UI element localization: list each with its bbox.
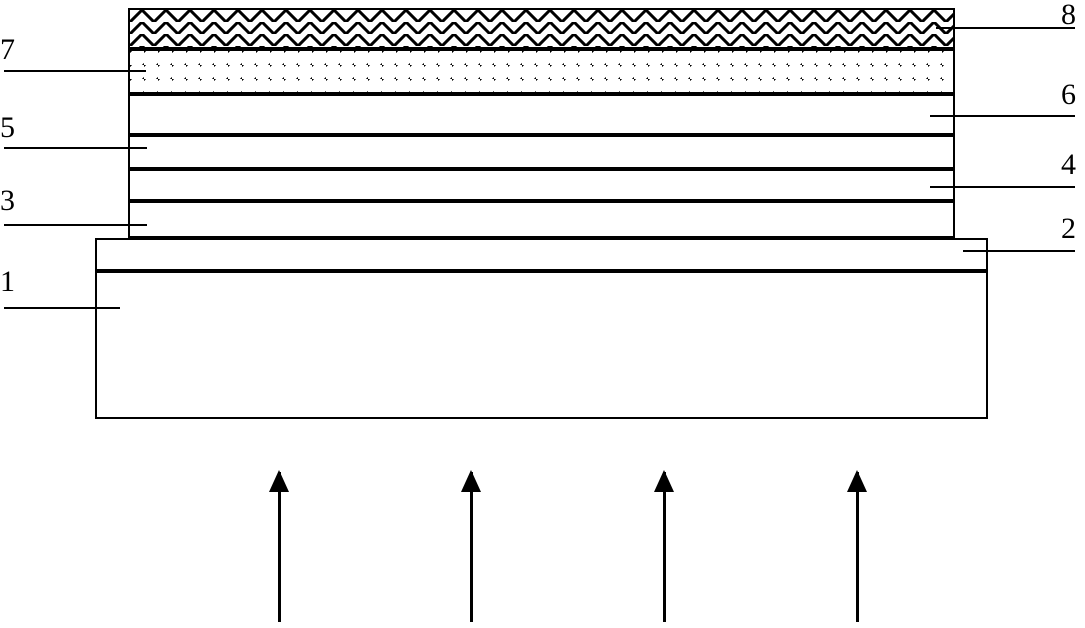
label-5: 5 <box>0 113 15 143</box>
label-3: 3 <box>0 186 15 216</box>
layer-6 <box>128 94 955 135</box>
leader-1 <box>4 307 120 309</box>
layer-8 <box>128 8 955 49</box>
layer-1 <box>95 271 988 419</box>
leader-2 <box>963 250 1075 252</box>
leader-6 <box>930 115 1075 117</box>
layer-2 <box>95 238 988 271</box>
layer-5 <box>128 135 955 169</box>
label-1: 1 <box>0 267 15 297</box>
label-4: 4 <box>1061 150 1076 180</box>
leader-4 <box>930 186 1075 188</box>
layer-4 <box>128 169 955 201</box>
label-7: 7 <box>0 35 15 65</box>
leader-8 <box>936 27 1075 29</box>
leader-5 <box>4 147 147 149</box>
label-8: 8 <box>1061 0 1076 30</box>
leader-3 <box>4 224 147 226</box>
layer-3 <box>128 201 955 238</box>
leader-7 <box>4 70 146 72</box>
label-6: 6 <box>1061 80 1076 110</box>
label-2: 2 <box>1061 214 1076 244</box>
layer-7 <box>128 49 955 94</box>
